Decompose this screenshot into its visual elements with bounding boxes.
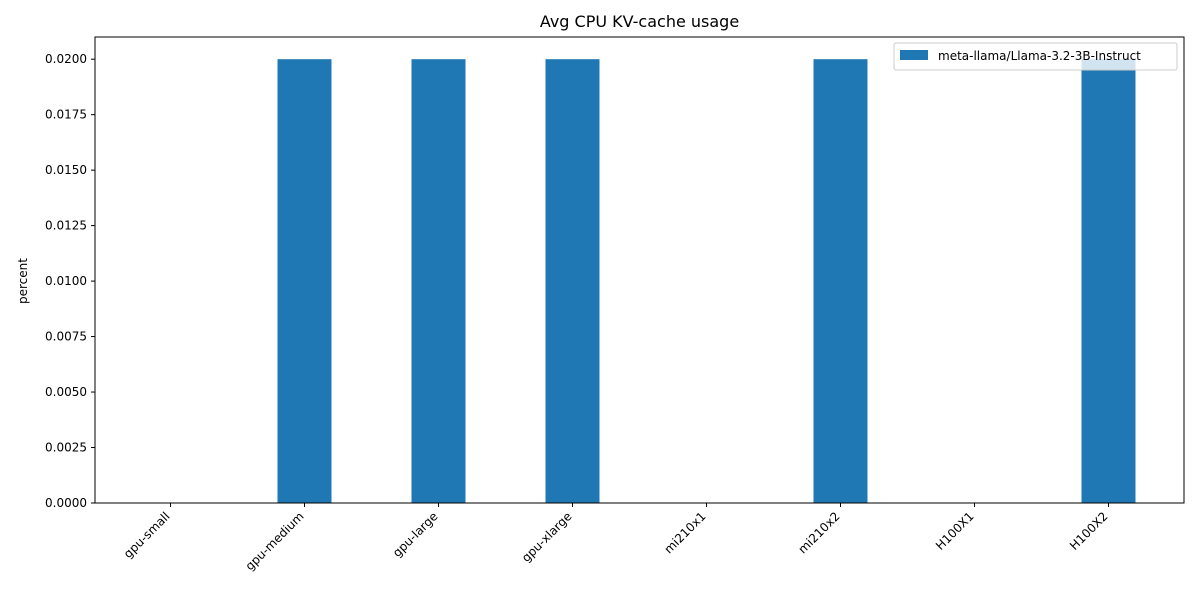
y-tick-label: 0.0050 — [45, 385, 87, 399]
x-tick-label: mi210x1 — [661, 509, 708, 556]
chart-title: Avg CPU KV-cache usage — [540, 12, 739, 31]
y-ticks-group: 0.0000 0.0025 0.0050 0.0075 0.0100 0.0125 0.01… — [45, 52, 95, 510]
x-tick-label: gpu-medium — [243, 509, 307, 573]
bar-gpu-medium — [277, 59, 332, 503]
y-tick-label: 0.0025 — [45, 441, 87, 455]
y-tick-label: 0.0000 — [45, 496, 87, 510]
legend-label: meta-llama/Llama-3.2-3B-Instruct — [938, 49, 1141, 63]
x-tick-label: H100X2 — [1067, 509, 1111, 553]
legend: meta-llama/Llama-3.2-3B-Instruct — [893, 42, 1178, 71]
x-tick-label: gpu-large — [390, 509, 441, 560]
bars-group — [277, 59, 1136, 503]
bar-H100X2 — [1081, 59, 1136, 503]
x-tick-label: gpu-xlarge — [519, 509, 575, 565]
y-tick-label: 0.0150 — [45, 163, 87, 177]
legend-swatch — [900, 50, 928, 60]
y-tick-label: 0.0175 — [45, 108, 87, 122]
bar-gpu-large — [411, 59, 466, 503]
bar-gpu-xlarge — [545, 59, 600, 503]
y-tick-label: 0.0125 — [45, 219, 87, 233]
x-tick-label: H100X1 — [933, 509, 977, 553]
x-ticks-group: gpu-small gpu-medium gpu-large gpu-xlarge mi… — [121, 503, 1111, 573]
y-tick-label: 0.0075 — [45, 330, 87, 344]
legend-box — [893, 42, 1178, 71]
x-tick-label: mi210x2 — [795, 509, 842, 556]
y-tick-label: 0.0200 — [45, 52, 87, 66]
y-axis-label: percent — [16, 258, 30, 304]
bar-mi210x2 — [813, 59, 868, 503]
x-tick-label: gpu-small — [121, 509, 173, 561]
plot-frame — [94, 36, 1185, 504]
y-tick-label: 0.0100 — [45, 274, 87, 288]
